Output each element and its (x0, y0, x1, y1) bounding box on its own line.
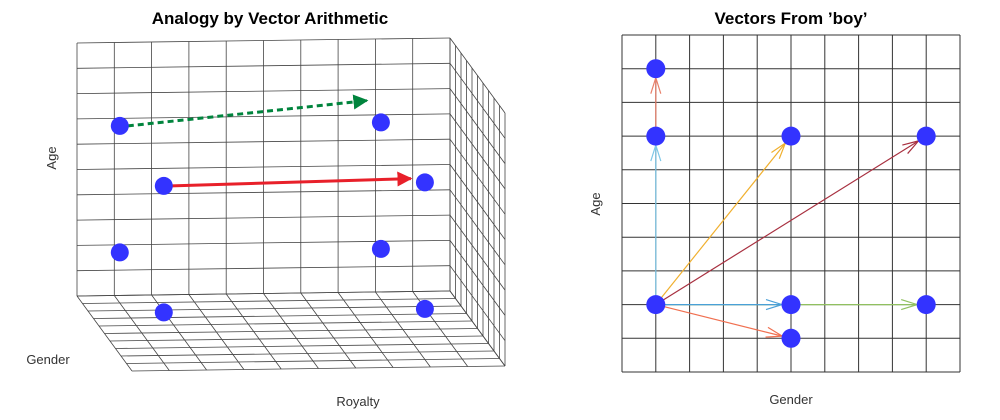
left-age-axis-label: Age (44, 146, 59, 169)
point-boy (154, 303, 173, 322)
right-gender-axis-label: Gender (769, 392, 813, 407)
arrow-boy-to-adult (655, 142, 786, 305)
side-wall-gridline (449, 37, 506, 114)
side-wall-gridline (449, 138, 506, 215)
point-woman (110, 116, 129, 135)
right-age-axis-label: Age (588, 192, 603, 215)
side-wall-gridline (449, 63, 506, 139)
back-wall-gridline (76, 113, 451, 120)
left-royalty-axis-label: Royalty (336, 394, 380, 409)
point-princess (371, 239, 390, 258)
point-girl (916, 295, 936, 315)
point-girl (110, 243, 129, 262)
point-queen (371, 113, 390, 132)
arrow-boy-to-woman (655, 140, 919, 306)
point-prince (415, 299, 434, 318)
back-wall-gridline (76, 164, 451, 170)
point-child (781, 295, 801, 315)
back-wall-gridline (76, 62, 451, 69)
floor-gridline (104, 328, 478, 334)
point-man (646, 126, 666, 146)
back-wall-gridline (76, 37, 451, 44)
analogy-3d-plot: Analogy by Vector Arithmetic Age Gender … (26, 9, 506, 409)
point-man (154, 176, 173, 195)
floor-gridline (76, 290, 451, 297)
point-infant (781, 328, 801, 348)
arrow-man-to-king (171, 171, 413, 188)
point-woman (916, 126, 936, 146)
floor-gridline (93, 313, 467, 319)
point-boy (646, 295, 666, 315)
point-king (415, 173, 434, 192)
arrow-woman-to-queen (127, 94, 369, 128)
floor-gridline (98, 320, 473, 327)
vectors-2d-plot: Vectors From ’boy’ Age Gender (588, 9, 961, 407)
arrow-boy-to-infant (655, 304, 783, 337)
side-wall-gridline (449, 164, 506, 240)
point-adult (781, 126, 801, 146)
right-chart-title: Vectors From ’boy’ (714, 9, 867, 28)
left-gender-axis-label: Gender (26, 352, 70, 367)
side-wall-gridline (449, 88, 506, 164)
point-grandfather (646, 59, 666, 79)
back-wall-gridline (76, 88, 451, 94)
left-chart-title: Analogy by Vector Arithmetic (152, 9, 388, 28)
floor-gridline (82, 298, 456, 304)
floor-gridline (337, 292, 394, 368)
floor-gridline (87, 305, 462, 312)
floor-gridline (449, 290, 506, 367)
floor-gridline (375, 291, 431, 368)
floor-gridline (300, 292, 357, 369)
side-wall-gridline (449, 113, 506, 190)
back-wall-gridline (76, 138, 451, 145)
